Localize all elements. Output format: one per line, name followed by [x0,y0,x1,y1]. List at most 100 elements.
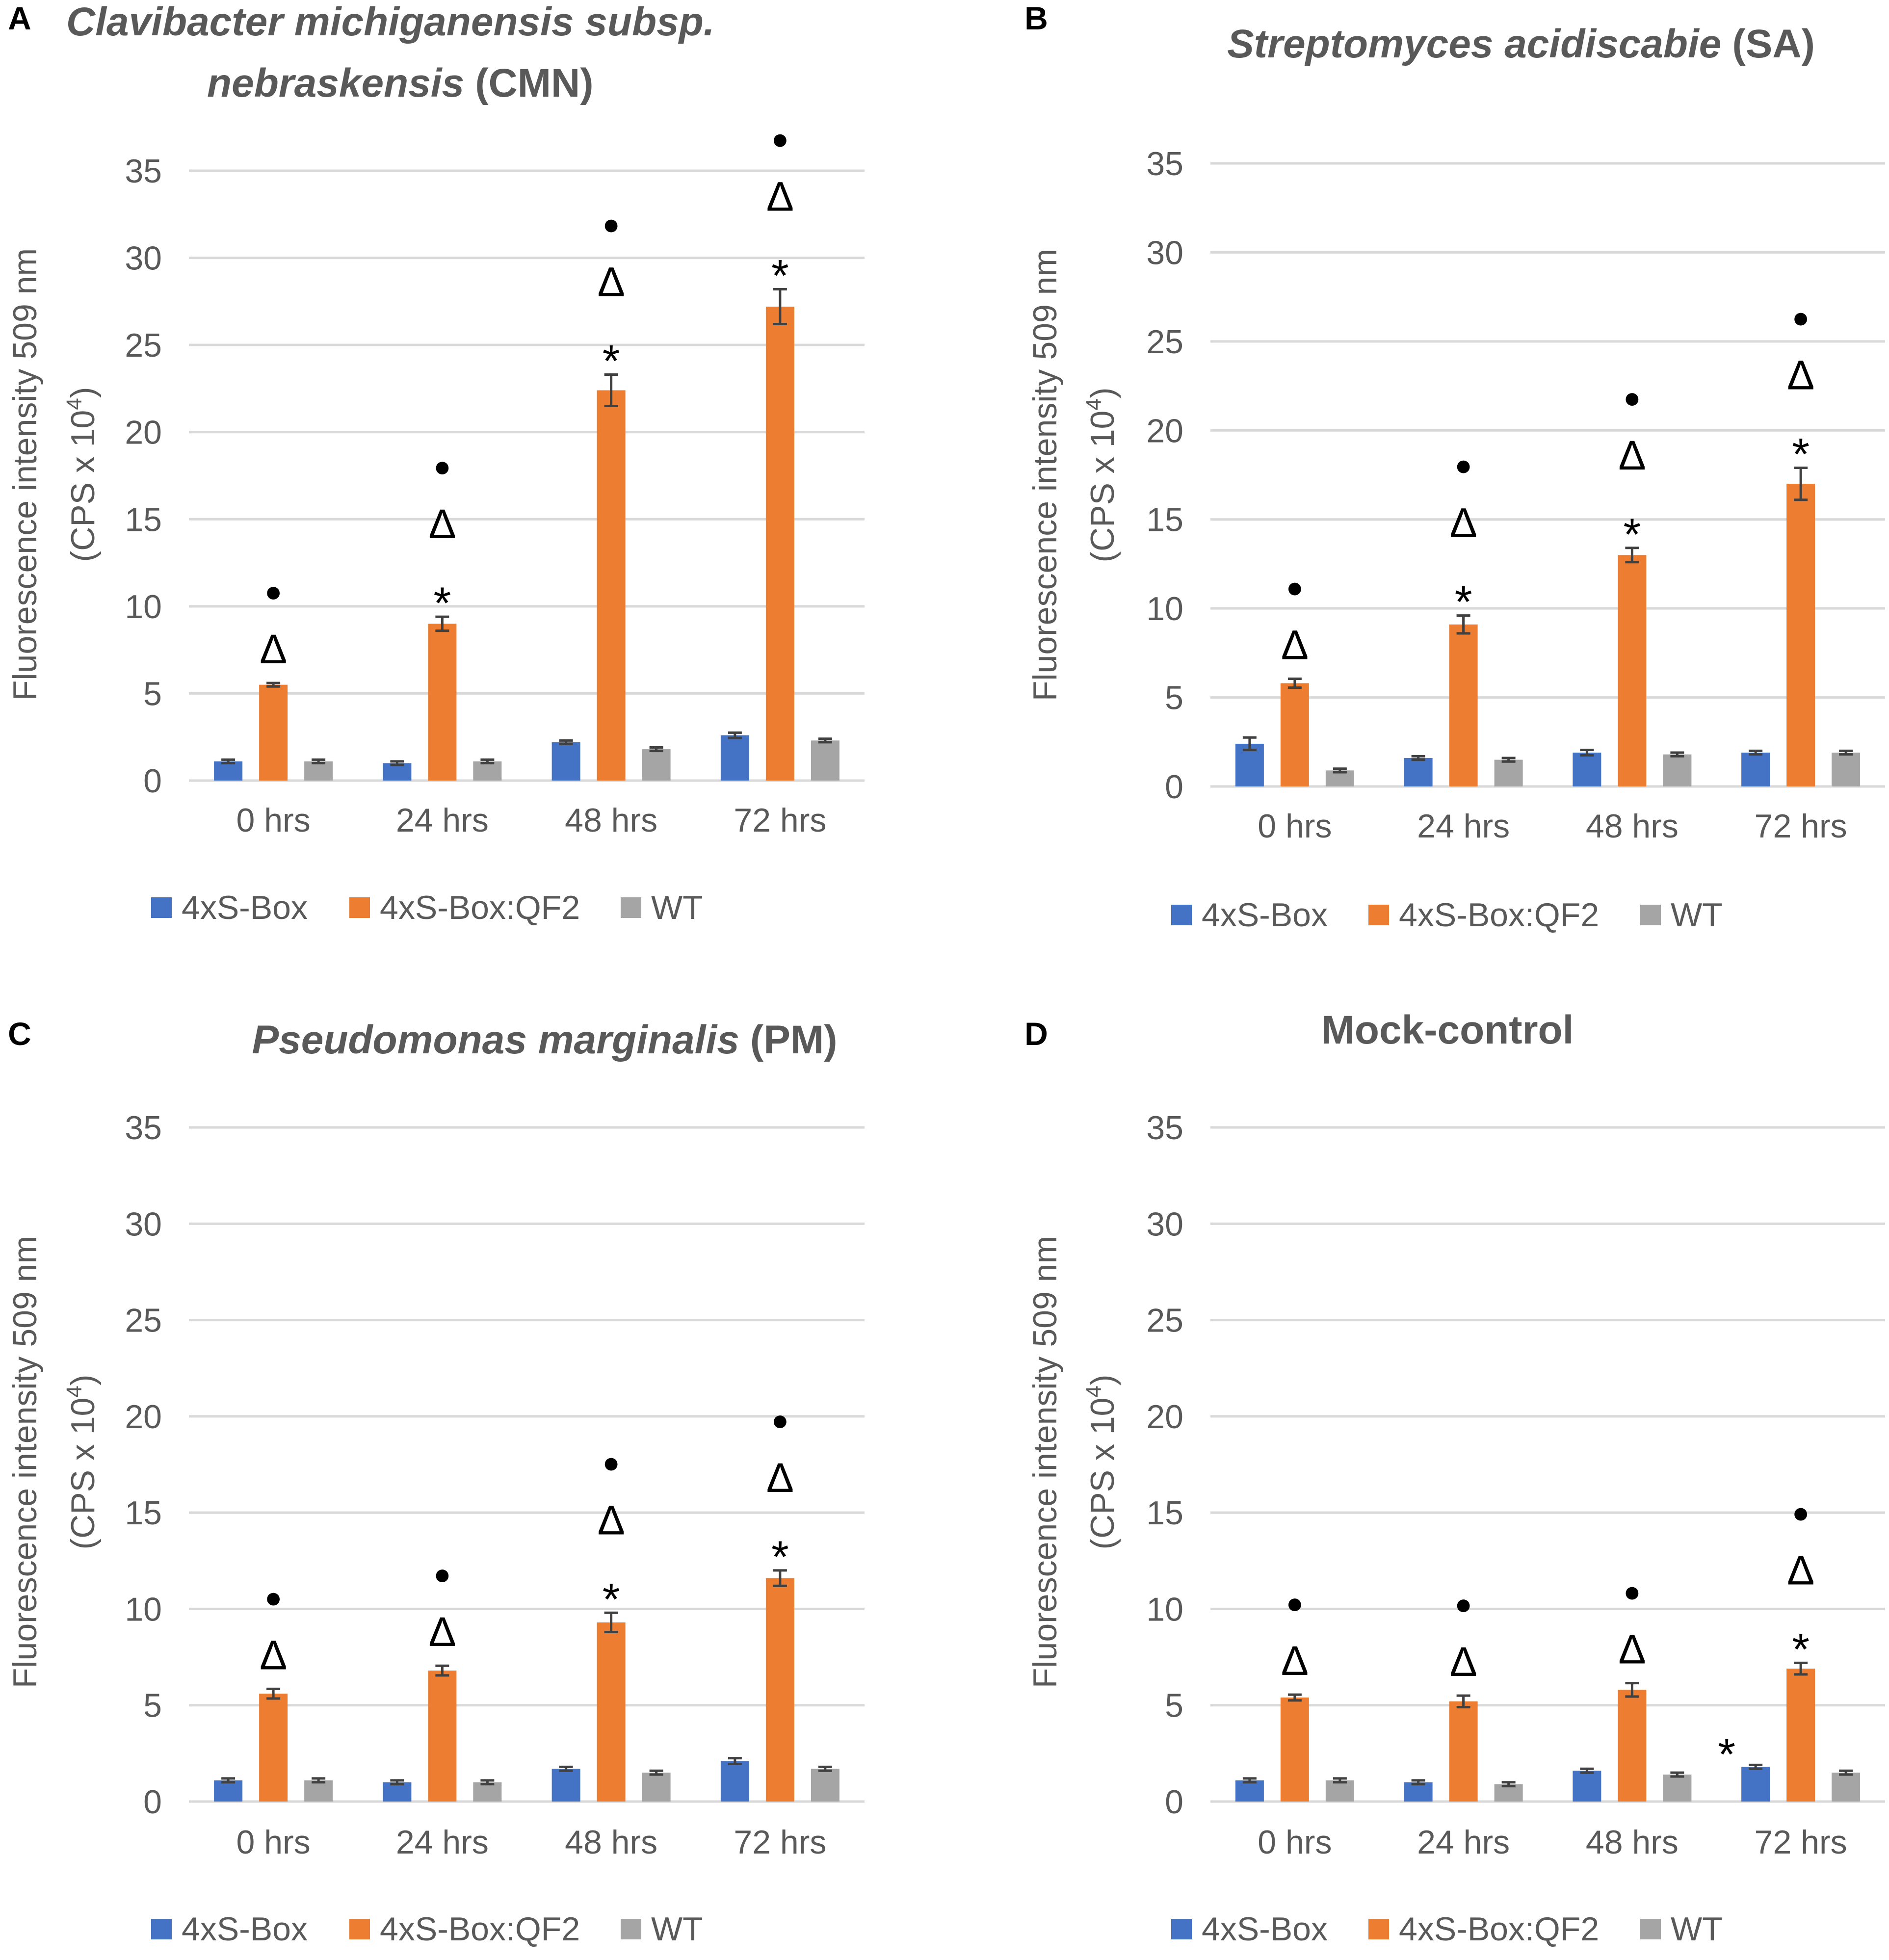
chart-title-italic: Pseudomonas marginalis [252,1018,739,1062]
legend-swatch-1 [349,1919,370,1939]
y-tick-label: 5 [1165,679,1183,717]
bar-4xs-box-3 [1741,1767,1770,1802]
chart-title: Pseudomonas marginalis (PM) [252,1018,837,1062]
y-tick-label: 35 [1146,1109,1183,1147]
legend-swatch-2 [621,1919,641,1939]
y-tick-label: 20 [125,1398,162,1436]
bar-4xs-box-0 [214,1780,243,1802]
chart-title-abbrev: (CMN) [475,61,593,105]
chart-title-line2: nebraskensis (CMN) [207,61,594,105]
y-axis-label-line1: Fluorescence intensity 509 nm [6,248,44,701]
y-axis-label-suffix: ) [1084,387,1121,398]
legend-swatch-1 [1368,905,1389,925]
y-tick-label: 30 [125,240,162,277]
y-tick-label: 20 [125,414,162,451]
y-axis-label-exponent: 4 [1082,1385,1106,1397]
legend-label: 4xS-Box:QF2 [380,1910,580,1948]
chart-title: Streptomyces acidiscabie (SA) [1227,22,1815,66]
significance-marker: ● [603,1446,620,1479]
y-axis-label-suffix: ) [1084,1374,1121,1385]
y-axis-label-line2: (CPS x 104) [62,1374,102,1549]
significance-marker: Δ [1281,1638,1309,1684]
x-tick-label: 48 hrs [565,1824,657,1861]
bar-wt-3 [811,740,840,781]
x-tick-label: 48 hrs [1586,808,1679,845]
significance-marker-extra: * [1718,1729,1735,1779]
y-axis-label-exponent: 4 [62,398,86,410]
significance-marker: Δ [1787,352,1814,398]
bar-4xs-box-3 [1741,753,1770,786]
legend-swatch-0 [151,897,172,918]
bar-wt-2 [1663,754,1692,786]
y-tick-label: 5 [143,1687,162,1725]
chart-panel-d: D Mock-control 0 5 10 15 20 25 30 35 Fluorescence … [1024,1008,1885,1948]
bar-4xs-box-1 [383,1782,412,1802]
bar-wt-2 [642,749,671,781]
bar-4xs-box-2 [551,742,580,781]
y-tick-label: 35 [1146,145,1183,183]
significance-marker: ● [1286,1587,1304,1620]
legend-label: 4xS-Box:QF2 [380,889,580,926]
significance-marker: Δ [1787,1547,1814,1593]
chart-title-abbrev: (PM) [750,1018,838,1062]
y-axis-label-line1: Fluorescence intensity 509 nm [1026,1236,1064,1688]
significance-marker: Δ [766,173,794,219]
y-tick-label: 15 [1146,501,1183,539]
legend-swatch-0 [151,1919,172,1939]
bar-wt-2 [1663,1775,1692,1802]
chart-panel-c: C Pseudomonas marginalis (PM) 0 5 10 15 20 25 30 3… [6,1016,865,1948]
bar-wt-1 [473,1782,502,1802]
legend-swatch-1 [1368,1919,1389,1939]
panel-letter: D [1024,1016,1048,1052]
bar-4xs-box-qf2-1 [1449,624,1478,786]
chart-title-italic: Streptomyces acidiscabie [1227,22,1721,66]
significance-marker: ● [771,1404,789,1437]
x-tick-label: 0 hrs [1258,1824,1332,1861]
significance-marker: ● [264,1581,282,1614]
y-tick-label: 35 [125,1109,162,1147]
y-tick-label: 0 [1165,768,1183,806]
bar-4xs-box-qf2-2 [597,1622,626,1802]
bar-4xs-box-0 [1235,1780,1264,1802]
chart-title-text: Mock-control [1321,1008,1574,1052]
significance-marker: * [1623,510,1641,560]
y-tick-label: 25 [125,327,162,364]
bar-4xs-box-1 [1404,1782,1433,1802]
legend-label: 4xS-Box [182,889,308,926]
x-tick-label: 24 hrs [396,1824,489,1861]
significance-marker: ● [603,208,620,241]
y-axis-label-exponent: 4 [62,1385,86,1397]
legend-label: 4xS-Box [1202,1910,1328,1948]
y-tick-label: 30 [1146,1205,1183,1243]
bar-wt-3 [811,1769,840,1802]
x-tick-label: 0 hrs [236,802,311,839]
significance-marker: ● [433,450,451,483]
y-axis-label-prefix: (CPS x 10 [1084,1398,1121,1550]
chart-title-abbrev: (SA) [1732,22,1815,66]
bar-4xs-box-0 [214,761,243,781]
bar-wt-1 [473,761,502,781]
y-tick-label: 5 [143,675,162,712]
bar-wt-1 [1494,759,1523,786]
y-tick-label: 25 [1146,1302,1183,1339]
significance-marker: Δ [766,1455,794,1501]
y-tick-label: 25 [1146,323,1183,361]
significance-marker: * [433,578,451,628]
x-tick-label: 72 hrs [1755,1824,1847,1861]
significance-marker: ● [1623,1575,1641,1608]
legend-label: 4xS-Box [1202,896,1328,934]
y-tick-label: 30 [125,1205,162,1243]
chart-title-italic-line1: Clavibacter michiganensis subsp. [66,0,715,44]
y-tick-label: 10 [125,1591,162,1628]
bar-4xs-box-qf2-3 [1786,1669,1815,1802]
significance-marker: ● [1286,571,1304,603]
y-tick-label: 5 [1165,1687,1183,1725]
significance-marker: * [1455,577,1472,627]
significance-marker: * [1792,1624,1810,1674]
y-tick-label: 35 [125,153,162,190]
significance-marker: Δ [1450,1639,1477,1685]
significance-marker: Δ [1281,622,1309,668]
panel-letter: C [8,1016,31,1052]
legend-swatch-0 [1171,1919,1192,1939]
